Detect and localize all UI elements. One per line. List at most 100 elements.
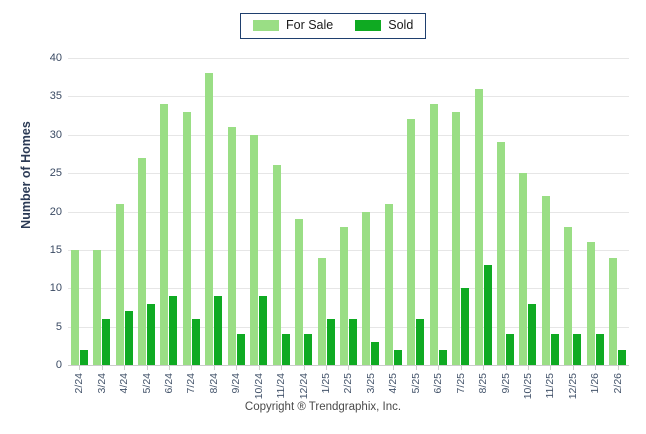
gridline [68,326,629,328]
x-axis-tick-label-text: 9/25 [499,373,512,394]
x-axis-tick-mark [258,365,260,370]
bar-for-sale[interactable] [295,219,304,365]
bar-sold[interactable] [550,334,559,365]
bar-for-sale[interactable] [205,73,214,365]
y-axis-tick-label: 40 [49,52,62,64]
bar-sold[interactable] [214,295,223,365]
copyright-notice: Copyright ® Trendgraphix, Inc. [244,401,402,413]
bar-sold[interactable] [573,334,582,365]
bar-for-sale[interactable] [564,226,573,365]
x-axis-tick-mark [348,365,350,370]
bar-for-sale[interactable] [407,119,416,365]
y-axis-tick-label: 5 [55,320,62,333]
x-axis-tick [539,365,561,371]
x-axis-tick-label-text: 5/24 [140,373,153,394]
bar-group [494,58,516,365]
x-axis-tick-label-text: 4/24 [118,373,131,394]
bar-group [113,58,135,365]
bar-sold[interactable] [147,303,156,365]
bar-group [203,58,225,365]
legend-item-sold: Sold [355,19,413,32]
x-axis-tick-mark [460,365,462,370]
x-axis-tick-label: 2/25 [337,371,359,399]
x-axis-tick [248,365,270,371]
x-axis-tick [494,365,516,371]
bar-sold[interactable] [79,349,88,365]
bar-group [337,58,359,365]
bar-sold[interactable] [281,334,290,365]
bar-for-sale[interactable] [362,211,371,365]
x-axis-tick-label-text: 9/24 [230,373,243,394]
bar-sold[interactable] [483,265,492,365]
bar-for-sale[interactable] [227,127,236,365]
x-axis-tick-label-text: 7/25 [454,373,467,394]
bar-for-sale[interactable] [272,165,281,365]
bar-for-sale[interactable] [609,257,618,365]
x-axis-tick [135,365,157,371]
bar-sold[interactable] [259,295,268,365]
bar-sold[interactable] [461,288,470,365]
x-axis-tick-mark [572,365,574,370]
x-axis-tick-label: 11/24 [270,371,292,399]
bar-sold[interactable] [438,349,447,365]
x-axis-tick [337,365,359,371]
bar-for-sale[interactable] [317,257,326,365]
x-axis-tick-label-text: 6/25 [432,373,445,394]
bar-for-sale[interactable] [497,142,506,365]
gridline [68,173,629,175]
bar-sold[interactable] [236,334,245,365]
x-axis-tick [607,365,629,371]
bar-for-sale[interactable] [519,173,528,365]
bar-sold[interactable] [191,318,200,365]
bar-sold[interactable] [124,311,133,365]
bar-group [539,58,561,365]
bar-sold[interactable] [506,334,515,365]
x-axis-tick-mark [281,365,283,370]
y-axis-tick-label: 25 [49,167,62,180]
x-axis-tick-label: 7/24 [180,371,202,399]
bar-for-sale[interactable] [160,104,169,365]
bar-sold[interactable] [371,341,380,365]
x-axis-tick-mark [505,365,507,370]
bar-group [90,58,112,365]
y-axis-title: Number of Homes [16,0,36,434]
bar-for-sale[interactable] [541,196,550,365]
x-axis-tick-label-text: 12/24 [297,373,310,400]
bar-group [427,58,449,365]
bar-for-sale[interactable] [474,88,483,365]
bar-for-sale[interactable] [452,111,461,365]
bar-for-sale[interactable] [250,134,259,365]
bar-for-sale[interactable] [182,111,191,365]
bar-group [472,58,494,365]
x-axis-tick-label: 7/25 [449,371,471,399]
x-axis-tick-label: 8/24 [203,371,225,399]
y-axis-tick-label: 20 [49,205,62,218]
bar-for-sale[interactable] [93,249,102,365]
bar-for-sale[interactable] [586,242,595,365]
x-axis-tick [562,365,584,371]
x-axis-tick-mark [101,365,103,370]
bar-sold[interactable] [348,318,357,365]
bar-group [562,58,584,365]
bar-for-sale[interactable] [429,104,438,365]
bar-for-sale[interactable] [115,203,124,365]
y-axis-tick-label: 15 [49,243,62,256]
bar-sold[interactable] [169,295,178,365]
bar-for-sale[interactable] [70,249,79,365]
bar-sold[interactable] [304,334,313,365]
bar-for-sale[interactable] [384,203,393,365]
bar-sold[interactable] [416,318,425,365]
y-axis-tick-labels: 0 5 10 15 20 25 30 35 40 [36,52,62,371]
bar-group [405,58,427,365]
bar-sold[interactable] [393,349,402,365]
x-axis-tick-label: 1/26 [584,371,606,399]
bar-sold[interactable] [595,334,604,365]
x-axis-tick-mark [124,365,126,370]
bar-for-sale[interactable] [339,226,348,365]
x-axis-tick-label-text: 8/25 [477,373,490,394]
bar-sold[interactable] [102,318,111,365]
bar-for-sale[interactable] [138,157,147,365]
bar-sold[interactable] [528,303,537,365]
bar-sold[interactable] [618,349,627,365]
bar-sold[interactable] [326,318,335,365]
